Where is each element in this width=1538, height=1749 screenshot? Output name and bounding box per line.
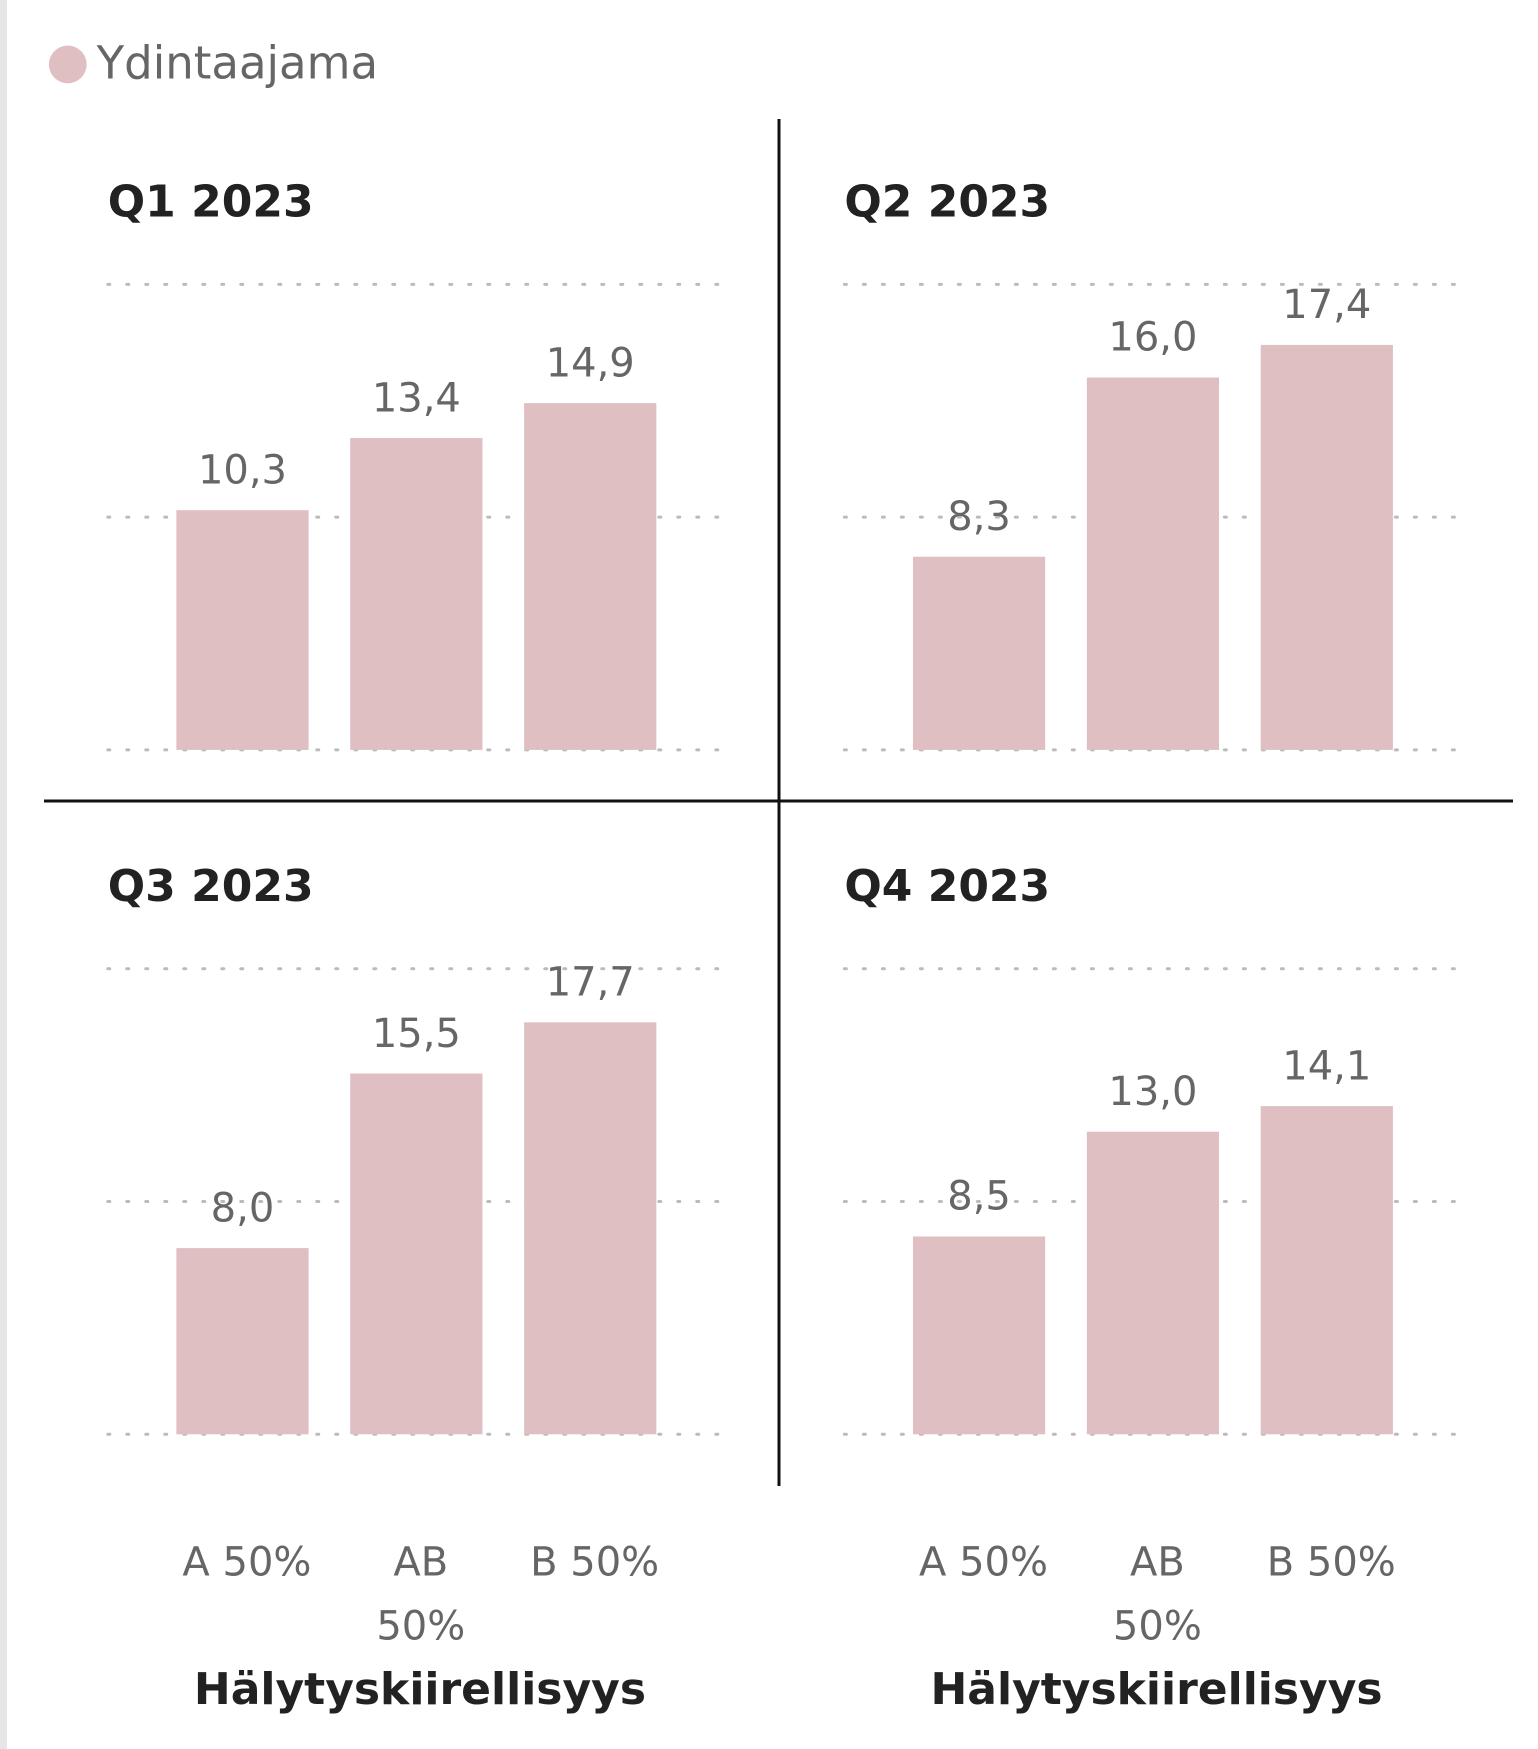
x-tick-label: B 50%: [1267, 1539, 1396, 1585]
bar: [912, 556, 1046, 750]
x-tick-label: AB 50%: [376, 1539, 465, 1649]
x-axis-label: Hälytyskiirellisyys: [930, 1664, 1382, 1715]
data-label: 16,0: [1108, 315, 1197, 361]
bar: [350, 1073, 483, 1435]
chart-title: Q2 2023: [844, 176, 1050, 227]
x-tick-label: A 50%: [182, 1539, 311, 1585]
bar: [912, 1236, 1046, 1435]
bar: [524, 403, 657, 750]
left-border: [0, 0, 7, 1749]
chart-title: Q3 2023: [108, 861, 314, 912]
data-label: 14,1: [1282, 1043, 1371, 1089]
data-label: 17,7: [546, 960, 635, 1006]
data-label: 13,0: [1108, 1069, 1197, 1115]
bar: [176, 510, 309, 750]
bar: [1086, 377, 1220, 750]
legend-label: Ydintaajama: [96, 37, 378, 90]
data-label: 17,4: [1282, 282, 1371, 328]
chart-title: Q1 2023: [108, 176, 314, 227]
x-tick-label: B 50%: [530, 1539, 659, 1585]
bar: [1260, 344, 1393, 750]
legend-marker: [48, 45, 87, 84]
bar: [1260, 1106, 1393, 1435]
data-label: 8,5: [947, 1174, 1011, 1220]
data-label: 10,3: [198, 447, 287, 493]
bar: [1086, 1131, 1220, 1435]
x-tick-label: AB 50%: [1113, 1539, 1202, 1649]
x-axis-label: Hälytyskiirellisyys: [194, 1664, 646, 1715]
bar: [524, 1022, 657, 1435]
chart-title: Q4 2023: [844, 861, 1050, 912]
data-label: 14,9: [546, 340, 635, 386]
data-label: 8,3: [947, 494, 1011, 540]
data-label: 8,0: [211, 1185, 275, 1231]
bar: [350, 438, 483, 750]
data-label: 15,5: [372, 1011, 461, 1057]
data-label: 13,4: [372, 375, 461, 421]
bar: [176, 1248, 309, 1435]
x-tick-label: A 50%: [919, 1539, 1048, 1585]
